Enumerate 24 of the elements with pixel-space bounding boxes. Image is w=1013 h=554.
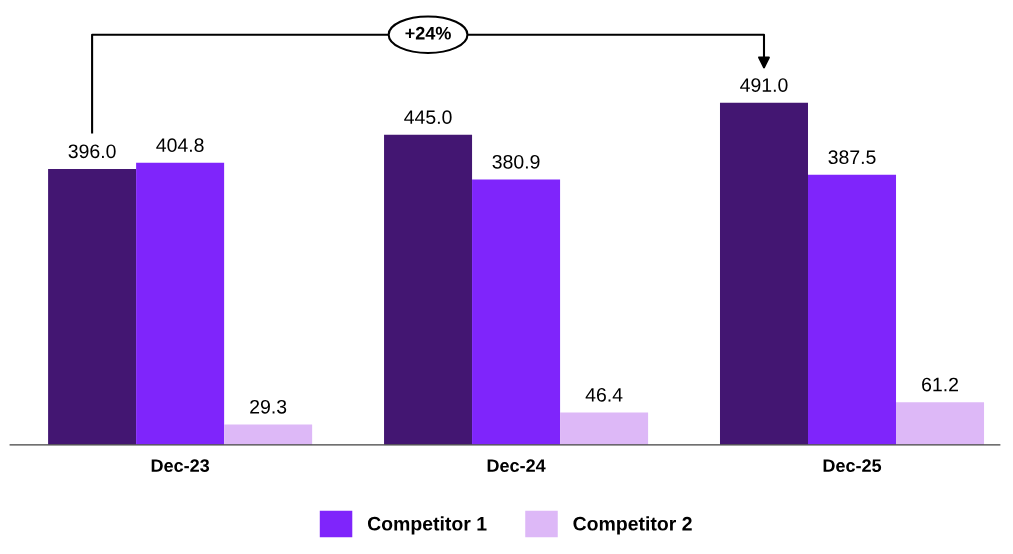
bar bbox=[48, 168, 137, 445]
data-label: 404.8 bbox=[156, 138, 204, 153]
data-label: 445.0 bbox=[404, 110, 452, 125]
x-tick-label: Dec-24 bbox=[487, 459, 546, 473]
x-tick-label: Dec-23 bbox=[151, 459, 210, 473]
bar bbox=[384, 134, 473, 445]
legend-label: Competitor 2 bbox=[573, 516, 692, 535]
text: +24% bbox=[405, 26, 451, 40]
legend-label: Competitor 1 bbox=[367, 516, 487, 535]
data-label: 29.3 bbox=[250, 399, 287, 414]
bar bbox=[472, 179, 561, 445]
bar bbox=[808, 174, 897, 445]
data-label: 61.2 bbox=[922, 377, 958, 392]
bar bbox=[560, 412, 649, 445]
bar bbox=[136, 162, 225, 445]
data-label: 46.4 bbox=[585, 387, 623, 402]
data-label: 387.5 bbox=[828, 150, 876, 165]
bar bbox=[224, 424, 313, 445]
data-label: 491.0 bbox=[740, 78, 788, 92]
bar bbox=[896, 402, 985, 445]
bar bbox=[719, 102, 809, 445]
data-label: 380.9 bbox=[492, 154, 540, 169]
data-label: 396.0 bbox=[68, 144, 116, 159]
x-tick-label: Dec-25 bbox=[823, 459, 882, 473]
